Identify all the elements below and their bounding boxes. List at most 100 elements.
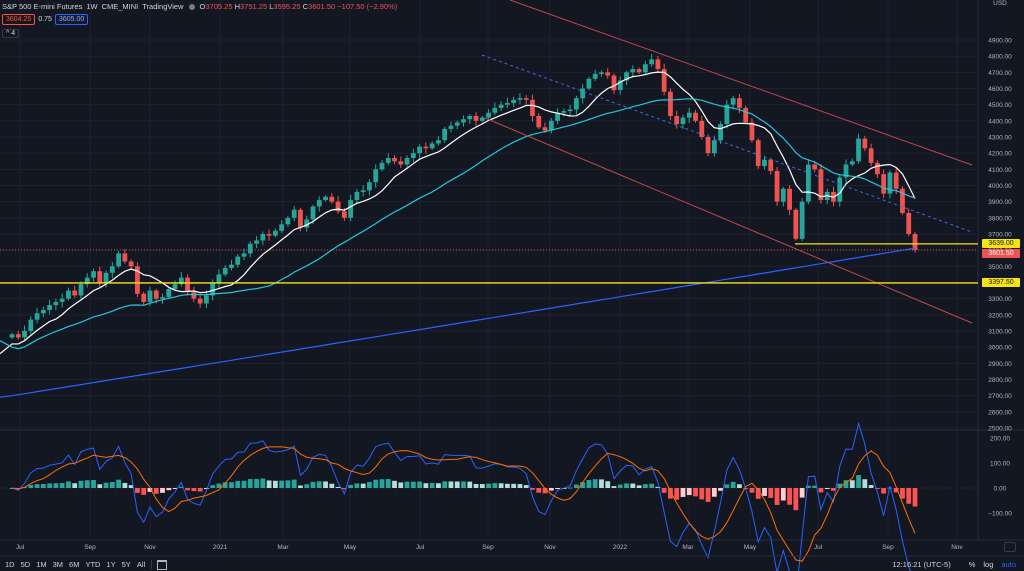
macd-histogram-bar xyxy=(272,480,278,488)
macd-histogram-bar xyxy=(197,488,203,492)
calendar-icon[interactable] xyxy=(157,559,168,570)
macd-histogram-bar xyxy=(536,488,542,493)
candle-body xyxy=(229,264,234,268)
time-axis[interactable]: Jul Sep Nov 2021 Mar May Jul Sep Nov 2022 Mar May Ju… xyxy=(16,544,964,551)
indicators-legend: ^ 4 xyxy=(2,29,20,38)
range-3m[interactable]: 3M xyxy=(52,560,64,569)
macd-histogram-bar xyxy=(467,481,473,488)
candle-body xyxy=(818,169,824,201)
macd-histogram-bar xyxy=(636,485,642,488)
macd-histogram-bar xyxy=(385,479,391,488)
bid-price[interactable]: 3604.25 xyxy=(2,14,36,25)
range-5d[interactable]: 5D xyxy=(20,560,31,569)
candle-body xyxy=(109,266,115,273)
macd-histogram-bar xyxy=(335,486,341,488)
candle-body xyxy=(354,191,360,201)
spread-value: 0.75 xyxy=(38,16,52,23)
percent-toggle[interactable]: % xyxy=(968,560,976,569)
candle-body xyxy=(686,112,692,118)
candle-body xyxy=(668,91,673,116)
range-1d[interactable]: 1D xyxy=(5,560,15,569)
macd-histogram-bar xyxy=(241,480,247,488)
symbol-name[interactable]: S&P 500 E-mini Futures xyxy=(2,2,83,11)
candle-body xyxy=(699,120,705,137)
candle-body xyxy=(774,170,780,202)
toolbar-right: 12:16:21 (UTC-5) % log auto xyxy=(892,560,1016,569)
ohlc-values: O3705.25 H3751.25 L3595.25 C3601.50 −107… xyxy=(199,2,398,11)
candle-body xyxy=(486,112,491,118)
indicator-count: 4 xyxy=(11,30,16,37)
macd-histogram-bar xyxy=(812,485,818,488)
range-ytd[interactable]: YTD xyxy=(85,560,101,569)
candle-body xyxy=(22,331,27,338)
time-tick-label: Jul xyxy=(814,544,823,551)
macd-histogram-bar xyxy=(97,484,103,488)
candle-body xyxy=(780,188,786,202)
macd-histogram-bar xyxy=(247,479,253,488)
candle-body xyxy=(260,234,266,241)
candle-body xyxy=(580,88,586,99)
macd-histogram-bar xyxy=(147,488,153,492)
candle-body xyxy=(116,253,122,267)
candle-body xyxy=(843,164,849,178)
macd-histogram-bar xyxy=(398,482,404,488)
macd-histogram-bar xyxy=(580,482,586,488)
macd-tick-label: 0.00 xyxy=(994,486,1007,493)
macd-histogram-bar xyxy=(655,486,661,488)
price-tick-label: 3800.00 xyxy=(988,215,1012,222)
log-toggle[interactable]: log xyxy=(983,560,994,569)
candle-body xyxy=(392,158,397,162)
candle-body xyxy=(874,162,880,175)
time-tick-label: Jul xyxy=(16,544,25,551)
macd-histogram-bar xyxy=(210,485,216,488)
scroll-to-realtime-button[interactable] xyxy=(1004,542,1016,552)
candle-body xyxy=(504,103,510,105)
range-6m[interactable]: 6M xyxy=(69,560,80,569)
price-tick-label: 3200.00 xyxy=(988,312,1012,319)
macd-histogram-bar xyxy=(40,484,46,488)
candle-body xyxy=(492,107,498,113)
macd-histogram-bar xyxy=(530,488,535,490)
interval-label[interactable]: 1W xyxy=(86,2,98,11)
range-1y[interactable]: 1Y xyxy=(106,560,116,569)
candle-body xyxy=(254,240,259,244)
time-tick-label: Sep xyxy=(482,544,494,551)
macd-histogram-bar xyxy=(680,488,686,497)
candle-body xyxy=(241,253,247,257)
range-all[interactable]: All xyxy=(136,560,146,569)
macd-histogram-bar xyxy=(718,488,724,491)
candle-body xyxy=(705,137,711,154)
macd-histogram-bar xyxy=(235,480,241,488)
macd-histogram-bar xyxy=(448,481,454,488)
candle-body xyxy=(530,99,535,116)
macd-histogram-bar xyxy=(229,482,234,488)
macd-histogram-bar xyxy=(818,488,824,493)
macd-histogram-bar xyxy=(555,488,560,489)
candles xyxy=(9,53,918,341)
macd-histogram-bar xyxy=(498,483,504,488)
candle-body xyxy=(203,295,209,304)
candle-body xyxy=(511,99,517,104)
auto-scale-toggle[interactable]: auto xyxy=(1001,560,1016,569)
source-label: TradingView xyxy=(142,2,184,11)
candle-body xyxy=(555,112,560,121)
clock-time[interactable]: 12:16:21 (UTC-5) xyxy=(892,560,951,569)
price-axis[interactable]: 4900.00 4800.00 4700.00 4600.00 4500.00 4400.… xyxy=(988,0,1012,433)
macd-histogram-bar xyxy=(379,479,385,488)
candle-body xyxy=(66,290,71,299)
time-tick-label: Mar xyxy=(682,544,694,551)
candle-body xyxy=(674,115,680,125)
candle-body xyxy=(711,140,717,154)
price-tick-label: 4600.00 xyxy=(988,86,1012,93)
candle-body xyxy=(586,78,592,89)
macd-histogram-bar xyxy=(661,488,667,493)
macd-histogram-bar xyxy=(642,484,648,488)
indicators-toggle[interactable]: ^ 4 xyxy=(2,29,20,38)
range-1m[interactable]: 1M xyxy=(36,560,47,569)
macd-histogram-bar xyxy=(605,481,611,488)
range-5y[interactable]: 5Y xyxy=(121,560,131,569)
macd-histogram-bar xyxy=(53,483,59,488)
ask-price[interactable]: 3605.00 xyxy=(54,14,89,25)
candle-body xyxy=(737,98,742,108)
